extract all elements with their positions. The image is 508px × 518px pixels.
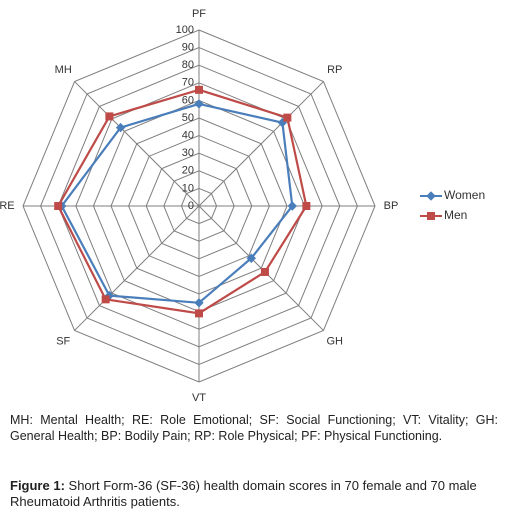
marker <box>427 212 435 220</box>
abbreviation-note: MH: Mental Health; RE: Role Emotional; S… <box>10 413 498 443</box>
axis-label: BP <box>384 200 399 212</box>
tick-label: 50 <box>182 112 194 124</box>
axis-label: RP <box>327 64 342 76</box>
marker <box>101 295 110 304</box>
legend-label: Men <box>444 208 467 222</box>
caption-text: Short Form-36 (SF-36) health domain scor… <box>10 478 477 509</box>
marker <box>246 253 256 263</box>
axis-label: RE <box>0 200 15 212</box>
spoke <box>74 205 200 331</box>
figure-caption: Figure 1: Short Form-36 (SF-36) health d… <box>10 478 498 510</box>
marker <box>115 122 126 133</box>
tick-label: 20 <box>182 165 194 177</box>
tick-label: 60 <box>182 94 194 106</box>
axis-label: VT <box>192 392 206 404</box>
axis-label: PF <box>192 8 206 20</box>
marker <box>105 112 114 121</box>
tick-label: 100 <box>176 24 194 36</box>
marker <box>195 309 203 318</box>
spoke <box>74 81 200 207</box>
axis-label: SF <box>56 336 70 348</box>
tick-label: 30 <box>182 147 194 159</box>
chart: PF RP BP GH VT SF RE MH 0 10 20 30 40 50 60 70 80 90 100 Wo… <box>0 8 485 404</box>
tick-label: 70 <box>182 77 194 89</box>
marker <box>283 113 292 122</box>
marker <box>260 267 269 276</box>
axis-label: GH <box>327 336 344 348</box>
marker <box>195 85 203 94</box>
marker <box>302 202 311 210</box>
marker <box>426 191 436 201</box>
marker <box>54 202 63 210</box>
tick-label: 0 <box>188 200 194 212</box>
marker <box>194 99 204 109</box>
spoke <box>198 81 324 207</box>
marker <box>194 298 204 308</box>
tick-label: 90 <box>182 42 194 54</box>
tick-label: 10 <box>182 182 194 194</box>
tick-label: 80 <box>182 59 194 71</box>
axis-label: MH <box>55 64 72 76</box>
series-line <box>60 102 294 304</box>
caption-label: Figure 1: <box>10 478 65 493</box>
marker <box>287 201 297 211</box>
legend-label: Women <box>444 188 485 202</box>
tick-label: 40 <box>182 130 194 142</box>
